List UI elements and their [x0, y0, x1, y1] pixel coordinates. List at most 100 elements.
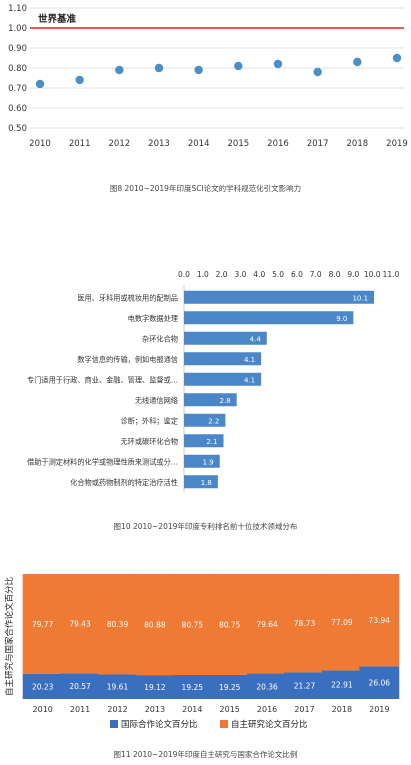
- bar-value-label: 10.1: [352, 294, 368, 302]
- data-point: [194, 65, 203, 75]
- category-label: 杂环化合物: [142, 334, 178, 343]
- bar-value-label: 78.73: [294, 619, 316, 628]
- bar-value-label: 9.0: [336, 315, 347, 323]
- bar-value-label: 79.77: [32, 620, 54, 629]
- x-tick-label: 6.0: [291, 270, 303, 279]
- category-label: 借助于测定材料的化学或物理性质来测试或分…: [27, 457, 178, 466]
- bar-value-label: 19.25: [182, 683, 204, 692]
- y-axis-label: 自主研究与国家合作论文百分比: [4, 577, 15, 696]
- category-label: 专门适用于行政、商业、金融、管理、监督或…: [27, 375, 178, 384]
- caption-fig8: 图8 2010~2019年印度SCI论文的学科规范化引文影响力: [109, 184, 302, 193]
- bar-international: [60, 673, 101, 699]
- x-tick-label: 2012: [109, 139, 131, 149]
- bar-international: [247, 673, 288, 699]
- x-tick-label: 2017: [307, 139, 329, 149]
- bar-independent: [172, 574, 213, 675]
- chart-citation-impact: 0.50 0.60 0.70 0.80 0.90 1.00 1.10 世界基准 2010 2011…: [8, 4, 408, 149]
- category-label: 化合物或药物制剂的特定治疗活性: [70, 478, 178, 487]
- legend-label-international: 国际合作论文百分比: [121, 719, 198, 730]
- bar-independent: [22, 574, 63, 674]
- y-tick-label: 0.90: [8, 44, 27, 54]
- bar-value-label: 80.75: [182, 620, 204, 629]
- x-tick-label: 3.0: [234, 270, 246, 279]
- bar-independent: [321, 574, 362, 671]
- bar-value-label: 79.64: [256, 620, 278, 629]
- x-tick-label: 2018: [347, 139, 369, 149]
- bar: [184, 290, 375, 304]
- x-tick-label: 7.0: [310, 270, 322, 279]
- bar: [184, 393, 237, 407]
- bar-value-label: 2.8: [220, 397, 231, 405]
- x-tick-label: 2019: [369, 705, 389, 714]
- x-tick-label: 2015: [220, 705, 240, 714]
- bar-value-label: 80.39: [107, 620, 129, 629]
- data-point: [154, 63, 164, 73]
- figure-11: 自主研究与国家合作论文百分比 20.23 79.77 2010 20.57 79.43 20…: [0, 560, 411, 765]
- bar-international: [284, 672, 325, 699]
- bar-value-label: 4.1: [244, 356, 255, 364]
- legend-swatch-independent: [220, 720, 228, 728]
- x-tick-label: 2014: [188, 139, 210, 149]
- x-tick-label: 2012: [107, 705, 127, 714]
- y-tick-label: 1.00: [8, 24, 27, 34]
- x-tick-label: 2015: [228, 139, 250, 149]
- data-point: [273, 59, 283, 69]
- bar-international: [22, 673, 63, 699]
- bar-independent: [97, 574, 138, 675]
- bar-value-label: 21.27: [294, 682, 316, 691]
- x-tick-label: 2011: [70, 705, 90, 714]
- bar-value-label: 1.8: [201, 479, 212, 487]
- figure-10: 0.0 1.0 2.0 3.0 4.0 5.0 6.0 7.0 8.0 9.0 10.0 11.0 10…: [0, 255, 411, 550]
- x-tick-label: 2016: [257, 705, 277, 714]
- bar-international: [359, 666, 400, 699]
- bar-value-label: 2.1: [206, 438, 217, 446]
- bar: [184, 331, 267, 345]
- bar-value-label: 19.12: [144, 683, 166, 692]
- y-tick-label: 0.50: [8, 124, 27, 134]
- x-tick-label: 5.0: [272, 270, 284, 279]
- x-tick-label: 4.0: [253, 270, 265, 279]
- bar: [184, 372, 262, 386]
- legend-label-independent: 自主研究论文百分比: [231, 719, 308, 730]
- bar: [184, 454, 220, 468]
- bar-international: [209, 674, 250, 699]
- legend-swatch-international: [110, 720, 118, 728]
- bar-value-label: 79.43: [69, 620, 91, 629]
- x-tick-label: 2011: [69, 139, 91, 149]
- bar: [184, 352, 262, 366]
- bar-independent: [247, 574, 288, 674]
- category-label: 诊断；外科；鉴定: [120, 416, 178, 425]
- caption-fig10: 图10 2010~2019年印度专利排名前十位技术领域分布: [113, 522, 298, 531]
- data-point: [313, 67, 322, 77]
- figure-8: 0.50 0.60 0.70 0.80 0.90 1.00 1.10 世界基准 2010 2011…: [0, 0, 411, 200]
- x-tick-label: 2017: [294, 705, 314, 714]
- category-label: 数字信息的传输，例如电报通信: [77, 355, 178, 364]
- bar-value-label: 19.25: [219, 683, 241, 692]
- category-label: 电数字数据处理: [128, 314, 178, 323]
- bar-value-label: 4.4: [250, 335, 262, 343]
- x-tick-label: 11.0: [383, 270, 400, 279]
- data-point: [353, 57, 362, 67]
- category-label: 无线通信网络: [135, 396, 178, 405]
- bar-value-label: 73.94: [369, 616, 391, 625]
- x-tick-label: 2019: [386, 139, 408, 149]
- bar: [184, 311, 354, 325]
- bar-value-label: 20.57: [69, 682, 91, 691]
- bar-independent: [209, 574, 250, 675]
- data-point: [75, 75, 84, 85]
- bar-value-label: 77.09: [331, 618, 353, 627]
- bar-independent: [60, 574, 101, 674]
- bar-value-label: 4.1: [244, 376, 255, 384]
- category-label: 无环或碳环化合物: [120, 437, 178, 446]
- x-tick-label: 2018: [332, 705, 352, 714]
- bar-international: [321, 670, 362, 699]
- bar-value-label: 26.06: [369, 679, 391, 688]
- x-tick-label: 1.0: [197, 270, 209, 279]
- x-tick-label: 0.0: [178, 270, 190, 279]
- reference-line-label: 世界基准: [38, 13, 77, 25]
- x-tick-label: 2014: [182, 705, 202, 714]
- bar-value-label: 80.88: [144, 621, 166, 630]
- x-tick-label: 2013: [148, 139, 170, 149]
- chart-research-ratio: 自主研究与国家合作论文百分比 20.23 79.77 2010 20.57 79.43 20…: [4, 574, 400, 730]
- bar: [184, 434, 224, 448]
